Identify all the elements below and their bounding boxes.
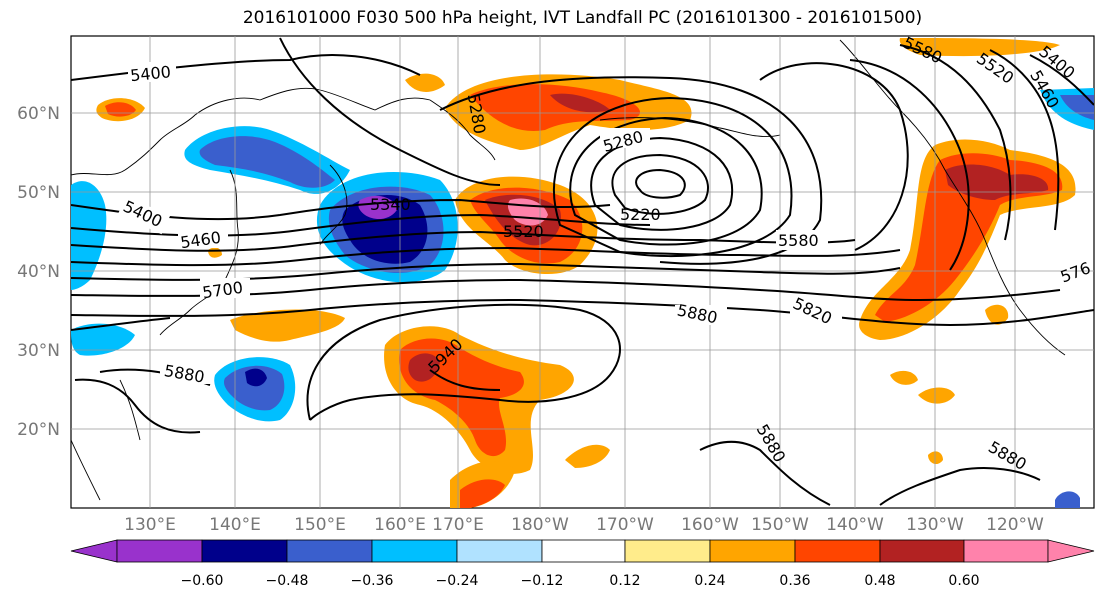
lon-label-170e: 170°E xyxy=(432,515,484,535)
lon-label-130w: 130°W xyxy=(906,515,964,535)
colorbar-segment xyxy=(201,539,288,563)
colorbar-tick-label: −0.48 xyxy=(265,573,309,589)
lat-label-40n: 40°N xyxy=(17,262,60,282)
colorbar-segment xyxy=(456,539,543,563)
colorbar-tick-label: 0.60 xyxy=(948,573,980,589)
contour-labels: 5400 5400 5460 5340 5520 5700 5940 5880 … xyxy=(118,36,1093,474)
colorbar-extend-right xyxy=(1047,539,1095,563)
contour-label: 5580 xyxy=(778,231,819,250)
lon-label-170w: 170°W xyxy=(596,515,654,535)
coastlines xyxy=(71,39,1066,501)
lon-label-140w: 140°W xyxy=(826,515,884,535)
lat-label-50n: 50°N xyxy=(17,183,60,203)
colorbar-segment xyxy=(879,539,965,563)
contour-label: 5220 xyxy=(620,205,661,224)
colorbar-segment xyxy=(794,539,881,563)
colorbar-tick-label: 0.12 xyxy=(609,573,641,589)
colorbar-tick-label: 0.48 xyxy=(864,573,896,589)
lat-label-60n: 60°N xyxy=(17,104,60,124)
lon-label-140e: 140°E xyxy=(209,515,261,535)
contour-label: 5520 xyxy=(503,222,544,241)
lon-label-150e: 150°E xyxy=(294,515,346,535)
colorbar-tick-label: −0.36 xyxy=(350,573,394,589)
colorbar-segment xyxy=(541,539,626,563)
lon-label-150w: 150°W xyxy=(751,515,809,535)
colorbar-tick-label: −0.60 xyxy=(180,573,224,589)
lat-label-20n: 20°N xyxy=(17,420,60,440)
colorbar-segment xyxy=(371,539,458,563)
map-title: 2016101000 F030 500 hPa height, IVT Land… xyxy=(242,8,923,28)
colorbar-segment xyxy=(116,539,203,563)
lon-label-130e: 130°E xyxy=(124,515,176,535)
colorbar-segment xyxy=(624,539,711,563)
colorbar-tick-label: 0.24 xyxy=(694,573,726,589)
colorbar-extend-left xyxy=(70,539,118,563)
lon-label-160e: 160°E xyxy=(374,515,426,535)
gridlines xyxy=(71,36,1094,508)
contour-label: 5400 xyxy=(129,62,171,85)
colorbar-segment xyxy=(286,539,373,563)
colorbar-tick-label: −0.12 xyxy=(520,573,564,589)
lon-label-120w: 120°W xyxy=(986,515,1044,535)
colorbar-segment xyxy=(963,539,1049,563)
colorbar xyxy=(70,539,1095,563)
lat-label-30n: 30°N xyxy=(17,341,60,361)
lon-label-180w: 180°W xyxy=(511,515,569,535)
contour-label: 5340 xyxy=(370,195,411,214)
colorbar-segment xyxy=(709,539,796,563)
lon-label-160w: 160°W xyxy=(681,515,739,535)
colorbar-tick-label: −0.24 xyxy=(435,573,479,589)
colorbar-tick-label: 0.36 xyxy=(779,573,811,589)
